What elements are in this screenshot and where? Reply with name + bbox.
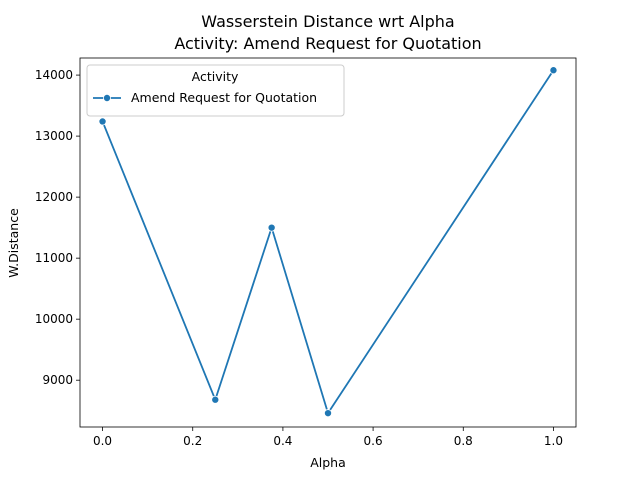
- series-layer: [98, 66, 558, 418]
- x-tick-label: 0.6: [364, 434, 383, 448]
- legend-box: [86, 64, 345, 117]
- plot-area: 0.0 0.2 0.4 0.6 0.8 1.0 9000 10000 11000 12000 13…: [35, 57, 577, 448]
- y-axis-ticks: 9000 10000 11000 12000 13000 14000: [35, 68, 80, 387]
- y-tick-label: 11000: [35, 251, 73, 265]
- y-tick-label: 10000: [35, 312, 73, 326]
- series-line: [101, 69, 555, 415]
- x-tick-label: 0.4: [273, 434, 292, 448]
- y-tick-label: 12000: [35, 190, 73, 204]
- y-tick-label: 13000: [35, 129, 73, 143]
- x-tick-label: 0.2: [183, 434, 202, 448]
- data-point: [549, 66, 558, 75]
- axes-frame: [79, 57, 577, 428]
- data-point: [98, 117, 107, 126]
- x-axis-ticks: 0.0 0.2 0.4 0.6 0.8 1.0: [93, 427, 563, 448]
- y-tick-label: 14000: [35, 68, 73, 82]
- data-point: [267, 223, 276, 232]
- legend-marker-swatch: [103, 94, 112, 103]
- data-point: [211, 395, 220, 404]
- y-axis-label: W.Distance: [6, 208, 21, 278]
- x-tick-label: 1.0: [544, 434, 563, 448]
- y-tick-label: 9000: [42, 373, 73, 387]
- chart-subtitle: Activity: Amend Request for Quotation: [174, 34, 481, 53]
- legend-title: Activity: [192, 69, 239, 84]
- x-tick-label: 0.8: [454, 434, 473, 448]
- legend: Activity Amend Request for Quotation: [86, 64, 345, 117]
- x-axis-label: Alpha: [310, 455, 346, 470]
- legend-entry-label: Amend Request for Quotation: [131, 90, 317, 105]
- chart-title: Wasserstein Distance wrt Alpha: [201, 12, 454, 31]
- data-point: [323, 409, 332, 418]
- x-tick-label: 0.0: [93, 434, 112, 448]
